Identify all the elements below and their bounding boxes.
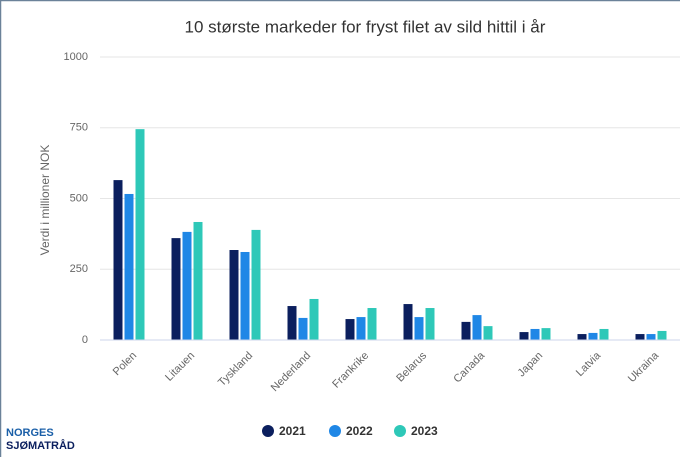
bar: [229, 250, 239, 340]
bar: [309, 298, 319, 340]
legend-swatch: [329, 425, 341, 437]
legend-swatch: [394, 425, 406, 437]
bar: [298, 317, 308, 340]
bar: [588, 332, 598, 340]
bar: [519, 332, 529, 340]
bar: [287, 306, 297, 340]
bar: [171, 238, 181, 340]
bar: [530, 328, 540, 340]
bar: [124, 193, 134, 340]
bar: [541, 328, 551, 340]
bar: [345, 319, 355, 340]
legend-swatch: [262, 425, 274, 437]
bar: [635, 334, 645, 340]
bar: [483, 326, 493, 340]
bar: [403, 304, 413, 340]
bar: [599, 328, 609, 340]
y-tick-label: 500: [70, 192, 88, 204]
bar: [240, 251, 250, 340]
bar: [414, 317, 424, 340]
bar: [577, 334, 587, 340]
y-tick-label: 1000: [64, 51, 88, 63]
bar: [425, 308, 435, 340]
bar: [646, 334, 656, 340]
legend-label: 2023: [411, 424, 438, 438]
bar: [193, 221, 203, 340]
bar: [472, 315, 482, 340]
legend-label: 2022: [346, 424, 373, 438]
legend-label: 2021: [279, 424, 306, 438]
y-tick-label: 250: [70, 263, 88, 275]
y-axis-label: Verdi i millioner NOK: [38, 145, 52, 256]
y-tick-label: 750: [70, 122, 88, 134]
bar: [251, 229, 261, 340]
bar: [657, 330, 667, 340]
logo-text: NORGES: [6, 427, 54, 439]
bar: [135, 129, 145, 340]
bar: [367, 308, 377, 340]
bar: [113, 180, 123, 340]
bar: [182, 231, 192, 340]
logo-text: SJØMATRÅD: [6, 439, 75, 452]
y-tick-label: 0: [82, 334, 88, 346]
bar: [461, 321, 471, 340]
bar: [356, 317, 366, 340]
chart-title: 10 største markeder for fryst filet av s…: [185, 17, 546, 36]
